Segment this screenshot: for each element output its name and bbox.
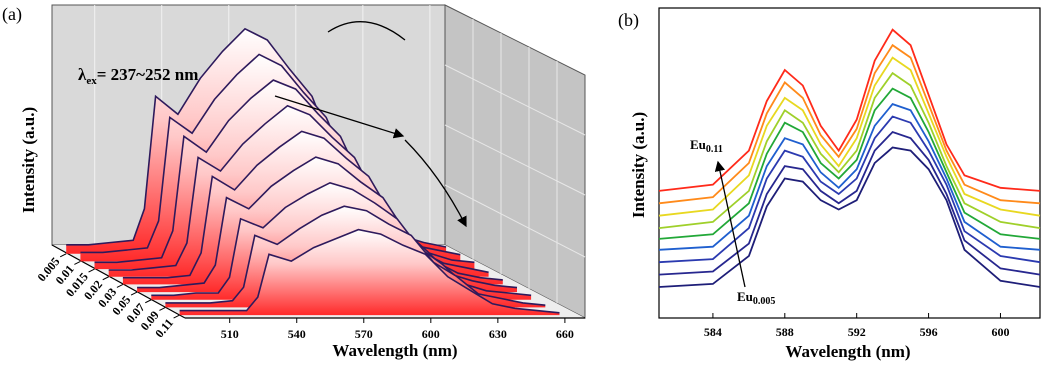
annotation-arrow: [714, 160, 746, 288]
x-tick-label: 600: [422, 327, 440, 341]
series-annotation: Eu0.005: [737, 289, 775, 307]
series-line: [658, 56, 1041, 217]
panel-label: (b): [618, 10, 639, 31]
x-tick-label: 584: [704, 325, 722, 339]
x-tick-label: 630: [489, 327, 507, 341]
x-tick-label: 540: [288, 327, 306, 341]
annotation-text: Eu: [690, 137, 706, 152]
series-line: [658, 87, 1041, 240]
series-line: [165, 205, 546, 306]
series-line: [658, 130, 1041, 276]
x-tick-label: 600: [991, 325, 1009, 339]
x-tick-label: 596: [920, 325, 938, 339]
depth-tick: [159, 306, 166, 311]
depth-tick: [173, 314, 180, 319]
series-line: [658, 43, 1041, 205]
depth-tick: [88, 268, 95, 273]
annotation-subscript: 0.005: [753, 296, 776, 307]
y-axis-label: Intensity (a.u.): [629, 112, 648, 218]
plot-frame: [658, 7, 1041, 319]
x-tick-label: 510: [221, 327, 239, 341]
x-tick-label: 660: [556, 327, 574, 341]
series-line: [658, 115, 1041, 264]
x-axis-label: Wavelength (nm): [332, 341, 457, 360]
y-axis-label: Intensity (a.u.): [19, 107, 38, 213]
x-axis-label: Wavelength (nm): [785, 342, 910, 361]
annotation-subscript: ex: [86, 75, 97, 87]
annotation-text: = 237~252 nm: [97, 65, 199, 84]
series-annotation: Eu0.11: [690, 137, 723, 155]
panel-label: (a): [2, 4, 22, 25]
series-line: [179, 228, 560, 314]
depth-tick: [145, 299, 152, 304]
annotation-arrows: [274, 21, 467, 228]
depth-tick: [59, 253, 67, 258]
x-tick-label: 570: [355, 327, 373, 341]
depth-tick: [102, 276, 109, 281]
depth-tick: [116, 283, 124, 288]
series-line: [658, 71, 1041, 229]
series-line: [658, 146, 1041, 288]
x-tick-label: 592: [848, 325, 866, 339]
series-line: [658, 103, 1041, 251]
excitation-annotation: λex= 237~252 nm: [78, 65, 198, 87]
annotation-text: Eu: [737, 289, 753, 304]
depth-tick: [74, 260, 81, 265]
series-line: [658, 28, 1041, 192]
annotation-subscript: 0.11: [706, 144, 723, 155]
series-area: [179, 229, 560, 316]
depth-tick: [130, 291, 138, 296]
x-tick-label: 588: [776, 325, 794, 339]
annotation-symbol: λ: [78, 65, 87, 84]
